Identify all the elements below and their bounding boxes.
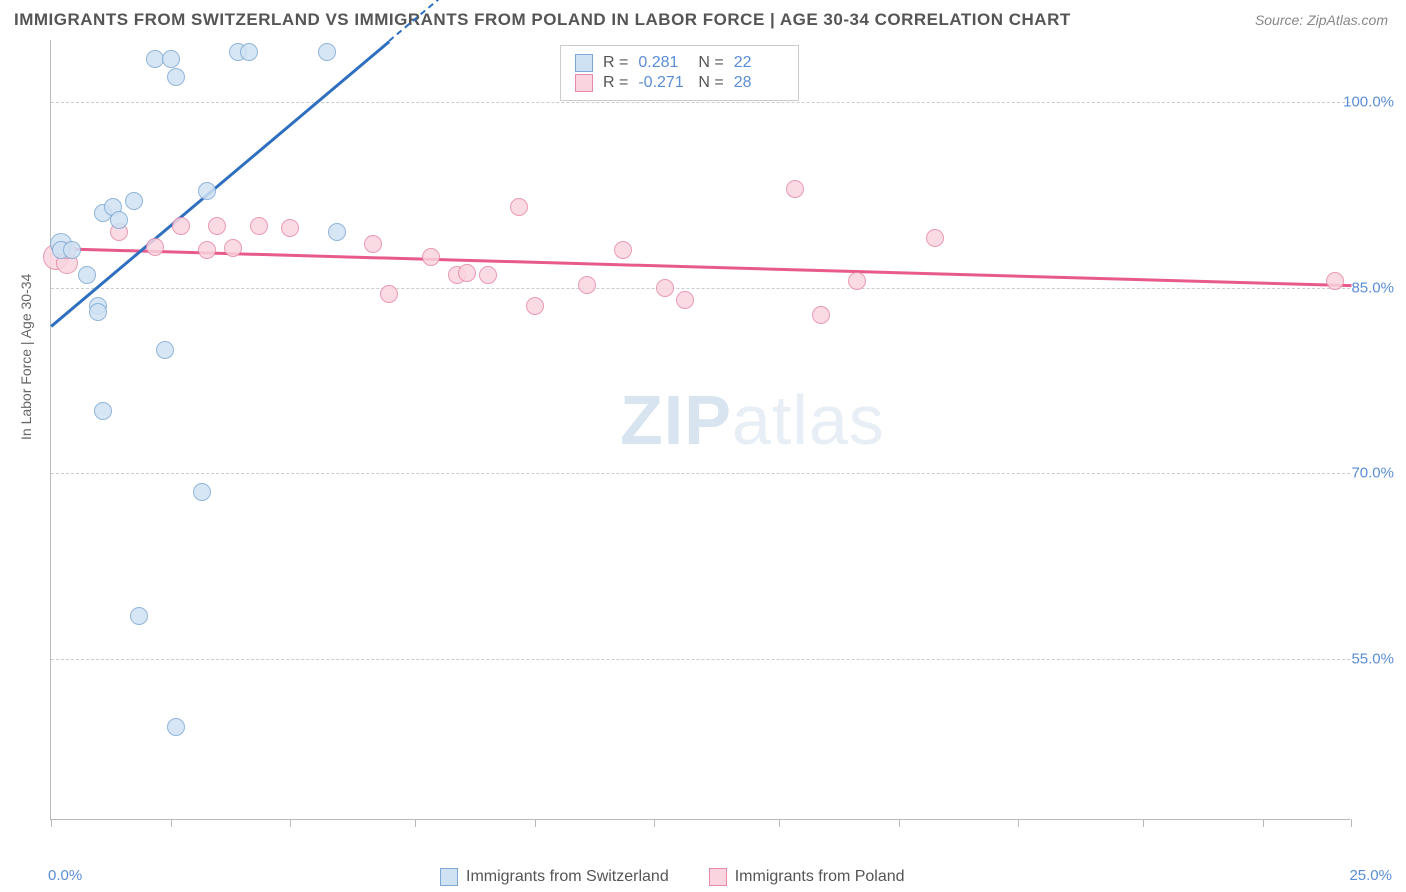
swatch-poland <box>575 74 593 92</box>
data-point-poland <box>250 217 268 235</box>
chart-title: IMMIGRANTS FROM SWITZERLAND VS IMMIGRANT… <box>14 10 1071 30</box>
data-point-poland <box>786 180 804 198</box>
data-point-poland <box>926 229 944 247</box>
data-point-poland <box>510 198 528 216</box>
x-tick-min: 0.0% <box>48 867 82 884</box>
x-tick <box>290 819 291 827</box>
correlation-stats-box: R = 0.281 N = 22 R = -0.271 N = 28 <box>560 45 799 101</box>
x-tick <box>779 819 780 827</box>
data-point-switzerland <box>89 303 107 321</box>
data-point-switzerland <box>125 192 143 210</box>
gridline-h <box>51 288 1350 289</box>
x-tick <box>171 819 172 827</box>
data-point-switzerland <box>94 402 112 420</box>
legend-item-poland: Immigrants from Poland <box>709 868 905 886</box>
legend-label-switzerland: Immigrants from Switzerland <box>466 868 669 886</box>
x-tick <box>415 819 416 827</box>
data-point-poland <box>146 238 164 256</box>
r-label: R = <box>603 74 628 92</box>
data-point-switzerland <box>328 223 346 241</box>
x-tick <box>51 819 52 827</box>
x-tick <box>1263 819 1264 827</box>
data-point-poland <box>1326 272 1344 290</box>
data-point-switzerland <box>130 607 148 625</box>
data-point-switzerland <box>78 266 96 284</box>
data-point-poland <box>172 217 190 235</box>
data-point-poland <box>380 285 398 303</box>
y-tick-label: 100.0% <box>1343 93 1394 110</box>
x-tick-max: 25.0% <box>1349 867 1392 884</box>
n-label: N = <box>698 74 723 92</box>
stats-row-poland: R = -0.271 N = 28 <box>575 74 784 92</box>
data-point-poland <box>848 272 866 290</box>
gridline-h <box>51 659 1350 660</box>
gridline-h <box>51 102 1350 103</box>
x-tick <box>1143 819 1144 827</box>
r-label: R = <box>603 54 628 72</box>
legend-item-switzerland: Immigrants from Switzerland <box>440 868 669 886</box>
data-point-switzerland <box>156 341 174 359</box>
data-point-poland <box>656 279 674 297</box>
data-point-poland <box>526 297 544 315</box>
x-tick <box>1018 819 1019 827</box>
data-point-poland <box>198 241 216 259</box>
data-point-switzerland <box>110 211 128 229</box>
data-point-switzerland <box>193 483 211 501</box>
gridline-h <box>51 473 1350 474</box>
legend-swatch-switzerland <box>440 868 458 886</box>
data-point-poland <box>614 241 632 259</box>
data-point-poland <box>479 266 497 284</box>
data-point-switzerland <box>167 718 185 736</box>
n-value-switzerland: 22 <box>734 54 784 72</box>
swatch-switzerland <box>575 54 593 72</box>
data-point-poland <box>364 235 382 253</box>
data-point-poland <box>812 306 830 324</box>
r-value-switzerland: 0.281 <box>638 54 688 72</box>
legend: Immigrants from Switzerland Immigrants f… <box>440 868 905 886</box>
y-axis-label: In Labor Force | Age 30-34 <box>18 274 34 440</box>
data-point-poland <box>578 276 596 294</box>
data-point-switzerland <box>240 43 258 61</box>
n-label: N = <box>698 54 723 72</box>
data-point-switzerland <box>63 241 81 259</box>
data-point-poland <box>422 248 440 266</box>
data-point-poland <box>281 219 299 237</box>
x-tick <box>654 819 655 827</box>
data-point-poland <box>458 264 476 282</box>
x-tick <box>1351 819 1352 827</box>
trend-line <box>50 40 390 327</box>
y-tick-label: 85.0% <box>1351 279 1394 296</box>
x-tick <box>535 819 536 827</box>
data-point-poland <box>224 239 242 257</box>
n-value-poland: 28 <box>734 74 784 92</box>
stats-row-switzerland: R = 0.281 N = 22 <box>575 54 784 72</box>
y-tick-label: 70.0% <box>1351 465 1394 482</box>
data-point-switzerland <box>167 68 185 86</box>
plot-area <box>50 40 1350 820</box>
legend-label-poland: Immigrants from Poland <box>735 868 905 886</box>
data-point-switzerland <box>318 43 336 61</box>
trend-line <box>51 247 1351 287</box>
data-point-poland <box>676 291 694 309</box>
data-point-switzerland <box>162 50 180 68</box>
data-point-poland <box>208 217 226 235</box>
r-value-poland: -0.271 <box>638 74 688 92</box>
source-attribution: Source: ZipAtlas.com <box>1255 12 1388 28</box>
data-point-switzerland <box>198 182 216 200</box>
y-tick-label: 55.0% <box>1351 651 1394 668</box>
x-tick <box>899 819 900 827</box>
legend-swatch-poland <box>709 868 727 886</box>
